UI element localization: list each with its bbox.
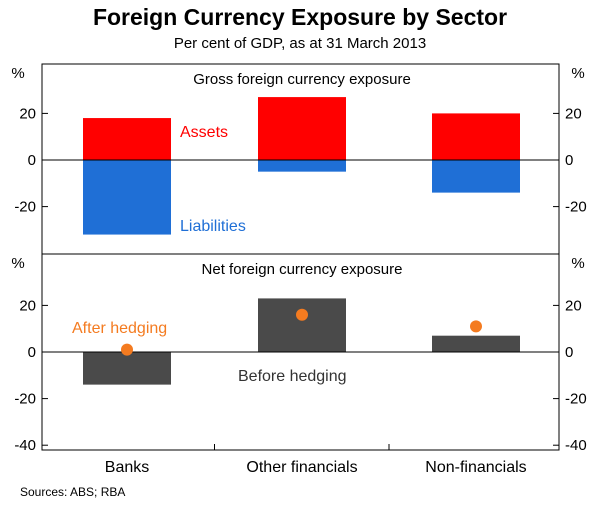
y-tick-label-right: -40: [565, 437, 587, 454]
x-tick-label: Non-financials: [425, 459, 526, 476]
source-note: Sources: ABS; RBA: [20, 485, 126, 499]
after-hedging-dot: [296, 308, 308, 321]
y-tick-label-right: 0: [565, 344, 573, 361]
y-tick-label-right: 0: [565, 152, 573, 169]
x-tick-label: Other financials: [246, 459, 357, 476]
before-hedging-label: Before hedging: [238, 368, 347, 385]
x-tick-label: Banks: [105, 459, 149, 476]
after-hedging-label: After hedging: [72, 320, 167, 337]
before-hedging-bar: [258, 298, 346, 352]
y-tick-label-left: -20: [14, 199, 36, 216]
chart-title: Foreign Currency Exposure by Sector: [92, 4, 508, 30]
assets-bar: [258, 97, 346, 160]
y-unit-right: %: [571, 255, 584, 272]
assets-bar: [83, 118, 171, 160]
y-unit-left: %: [11, 65, 24, 82]
liabilities-bar: [432, 160, 520, 193]
plot-frame: [41, 63, 560, 451]
assets-label: Assets: [180, 124, 228, 141]
chart-subtitle: Per cent of GDP, as at 31 March 2013: [173, 35, 427, 52]
before-hedging-bar: [83, 352, 171, 385]
y-unit-right: %: [571, 65, 584, 82]
liabilities-bar: [258, 160, 346, 172]
y-tick-label-left: 0: [28, 344, 36, 361]
after-hedging-dot: [121, 343, 133, 356]
y-tick-label-right: 20: [565, 105, 582, 122]
panel-title: Net foreign currency exposure: [202, 261, 403, 278]
liabilities-label: Liabilities: [180, 218, 246, 235]
assets-bar: [432, 113, 520, 160]
y-tick-label-left: 0: [28, 152, 36, 169]
panel-title: Gross foreign currency exposure: [193, 71, 411, 88]
y-tick-label-right: 20: [565, 297, 582, 314]
y-tick-label-left: -20: [14, 391, 36, 408]
after-hedging-dot: [470, 320, 482, 333]
before-hedging-bar: [432, 335, 520, 352]
liabilities-bar: [83, 160, 171, 235]
y-unit-left: %: [11, 255, 24, 272]
y-tick-label-left: 20: [19, 297, 36, 314]
y-tick-label-left: 20: [19, 105, 36, 122]
y-tick-label-right: -20: [565, 199, 587, 216]
y-tick-label-left: -40: [14, 437, 36, 454]
y-tick-label-right: -20: [565, 391, 587, 408]
